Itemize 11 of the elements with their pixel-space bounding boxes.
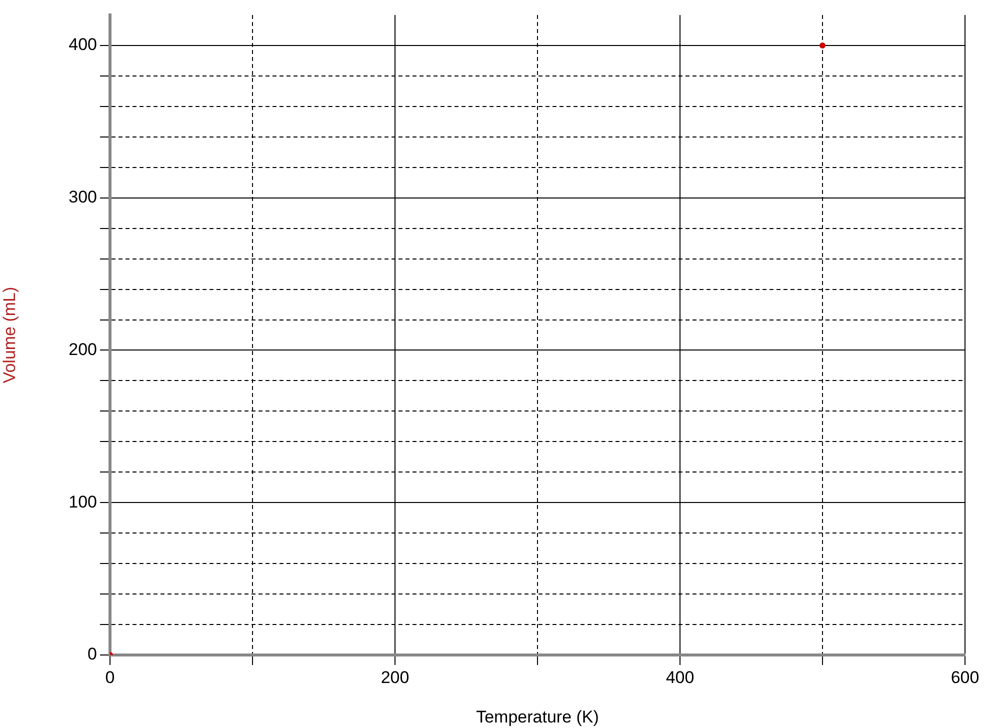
y-axis-title: Volume (mL) (0, 286, 19, 384)
y-tick-label: 0 (88, 644, 97, 664)
y-tick-label: 300 (68, 188, 97, 207)
y-tick-label: 400 (68, 35, 97, 54)
x-tick-label: 400 (666, 668, 694, 687)
y-tick-label: 100 (68, 492, 97, 512)
x-tick-label: 0 (105, 668, 115, 687)
x-axis-title: Temperature (K) (476, 707, 599, 726)
x-tick-label: 600 (950, 668, 980, 687)
x-tick-label: 200 (380, 668, 410, 687)
y-tick-label: 200 (68, 340, 97, 359)
